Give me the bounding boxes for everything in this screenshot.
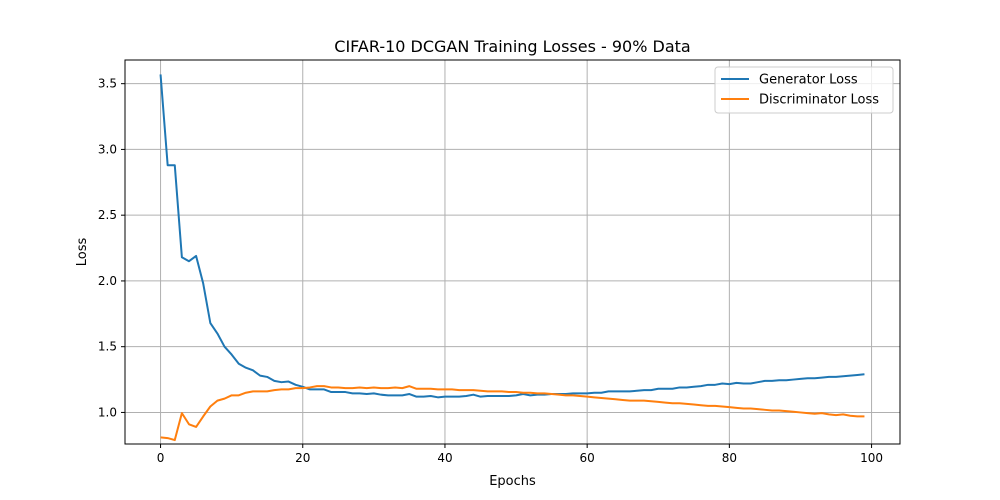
x-axis: 0 20 40 60 80 100 [157, 444, 883, 465]
chart-title: CIFAR-10 DCGAN Training Losses - 90% Dat… [334, 37, 690, 56]
legend-box [714, 66, 894, 114]
discriminator-loss-line [160, 385, 865, 442]
y-tick-label: 2.5 [98, 208, 117, 222]
x-tick-label: 40 [437, 451, 452, 465]
legend-label-generator-loss: Generator Loss [759, 73, 858, 88]
y-tick-label: 3.0 [98, 142, 117, 156]
x-tick-label: 100 [860, 451, 883, 465]
y-tick-label: 1.5 [98, 340, 117, 354]
y-tick-label: 1.0 [98, 405, 117, 419]
y-tick-label: 2.0 [98, 274, 117, 288]
series-layer [159, 74, 865, 442]
x-tick-label: 0 [157, 451, 165, 465]
x-axis-label: Epochs [489, 474, 536, 489]
grid [125, 60, 900, 444]
x-tick-label: 80 [722, 451, 737, 465]
legend: Generator Loss Discriminator Loss [714, 66, 894, 114]
generator-loss-line [159, 74, 865, 399]
y-axis: 1.0 1.5 2.0 2.5 3.0 3.5 [98, 77, 125, 419]
x-tick-label: 20 [295, 451, 310, 465]
y-axis-label: Loss [75, 238, 90, 267]
plot-frame [124, 59, 901, 445]
y-tick-label: 3.5 [98, 77, 117, 91]
legend-label-discriminator-loss: Discriminator Loss [759, 93, 879, 108]
x-tick-label: 60 [580, 451, 595, 465]
